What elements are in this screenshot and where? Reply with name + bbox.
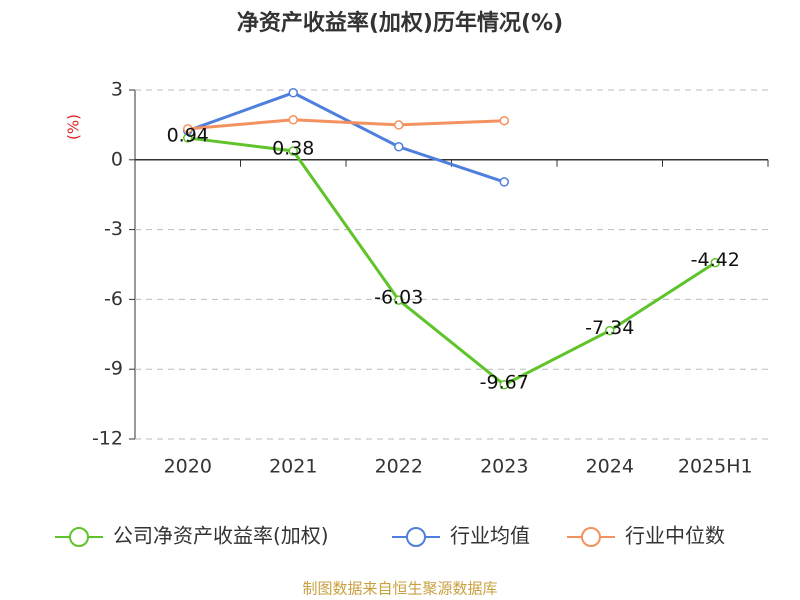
data-label: 0.94 xyxy=(167,124,209,146)
data-point xyxy=(499,115,509,126)
legend-marker xyxy=(69,527,89,547)
y-tick-label: -9 xyxy=(104,358,123,380)
legend-marker xyxy=(406,527,426,547)
data-point xyxy=(605,325,615,336)
x-tick-label: 2023 xyxy=(480,456,528,478)
legend-marker xyxy=(581,527,601,547)
chart-title: 净资产收益率(加权)历年情况(%) xyxy=(237,10,563,36)
y-tick-label: 3 xyxy=(111,79,123,101)
data-point xyxy=(394,295,404,305)
y-tick-label: 0 xyxy=(111,148,123,170)
y-tick-label: -3 xyxy=(104,218,123,240)
data-point xyxy=(288,88,298,98)
y-tick-label: -12 xyxy=(92,428,123,450)
x-tick-label: 2025H1 xyxy=(678,456,753,478)
legend-label: 行业均值 xyxy=(450,524,530,548)
legend-label: 公司净资产收益率(加权) xyxy=(113,524,329,548)
data-point xyxy=(499,177,509,187)
series-line xyxy=(187,91,505,184)
legend-label: 行业中位数 xyxy=(625,524,725,548)
data-point xyxy=(710,257,720,268)
data-label: -7.34 xyxy=(585,317,634,339)
series-line xyxy=(187,136,717,387)
data-label: -9.67 xyxy=(480,371,529,393)
data-point xyxy=(394,120,404,130)
x-tick-label: 2020 xyxy=(164,456,212,478)
data-label: 0.38 xyxy=(272,137,314,159)
source-note: 制图数据来自恒生聚源数据库 xyxy=(302,580,497,598)
x-tick-label: 2021 xyxy=(269,456,317,478)
x-tick-label: 2024 xyxy=(586,456,634,478)
x-tick-label: 2022 xyxy=(375,456,423,478)
data-point xyxy=(394,142,404,152)
data-label: -6.03 xyxy=(374,287,423,309)
data-label: -4.42 xyxy=(691,249,740,271)
data-point xyxy=(499,380,509,390)
data-point xyxy=(183,124,193,134)
y-tick-label: -6 xyxy=(104,288,123,310)
series-line xyxy=(187,118,505,131)
data-point xyxy=(288,115,298,125)
y-axis-label: (%) xyxy=(65,114,83,140)
data-point xyxy=(288,146,298,156)
